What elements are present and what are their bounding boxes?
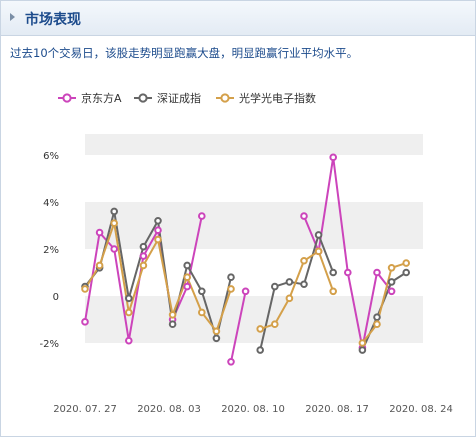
data-point xyxy=(329,287,338,296)
series-line xyxy=(259,233,335,351)
data-point xyxy=(227,273,235,281)
data-point xyxy=(271,320,279,328)
y-tick-label: 2% xyxy=(43,245,59,256)
data-point xyxy=(154,226,162,234)
data-point xyxy=(256,325,265,333)
data-point xyxy=(285,278,294,286)
x-tick-label: 2020. 07. 27 xyxy=(53,404,117,415)
data-point xyxy=(139,242,148,251)
data-point xyxy=(198,287,206,296)
data-point xyxy=(183,273,191,281)
data-point xyxy=(183,282,191,291)
data-point xyxy=(227,358,235,366)
legend-marker xyxy=(220,93,230,103)
data-point xyxy=(154,235,162,244)
data-point xyxy=(329,153,338,162)
performance-summary: 过去10个交易日，该股走势明显跑赢大盘，明显跑赢行业平均水平。 xyxy=(10,46,359,60)
data-point xyxy=(110,245,118,253)
data-point xyxy=(95,261,104,270)
x-tick-label: 2020. 08. 24 xyxy=(389,404,453,415)
data-point xyxy=(81,285,89,293)
x-tick-label: 2020. 08. 17 xyxy=(305,404,369,415)
x-tick-label: 2020. 08. 10 xyxy=(221,404,285,415)
data-point xyxy=(358,346,367,354)
data-point xyxy=(241,287,250,296)
grid-band xyxy=(85,202,423,249)
series-line xyxy=(230,291,247,363)
data-point xyxy=(110,219,118,227)
data-point xyxy=(139,261,148,270)
data-point xyxy=(373,320,381,328)
data-point xyxy=(227,285,235,293)
triangle-bullet-icon xyxy=(10,13,15,21)
x-tick-label: 2020. 08. 03 xyxy=(137,404,201,415)
data-point xyxy=(285,294,294,303)
data-point xyxy=(402,268,411,277)
data-point xyxy=(168,320,177,328)
data-point xyxy=(125,336,133,345)
data-point xyxy=(125,308,133,317)
data-point xyxy=(183,261,191,270)
legend-label: 光学光电子指数 xyxy=(239,91,316,105)
data-point xyxy=(212,334,221,343)
panel-title: 市场表现 xyxy=(25,12,81,28)
data-point xyxy=(329,268,338,277)
data-point xyxy=(125,294,133,303)
grid-band xyxy=(85,134,423,155)
series-line xyxy=(361,262,407,344)
data-point xyxy=(139,252,148,260)
data-point xyxy=(154,217,162,225)
data-point xyxy=(373,313,381,321)
data-point xyxy=(358,339,367,347)
y-tick-label: 6% xyxy=(43,151,59,162)
legend-label: 京东方A xyxy=(81,91,122,105)
grid-band xyxy=(85,296,423,343)
data-point xyxy=(95,228,104,237)
data-point xyxy=(387,264,396,272)
data-point xyxy=(344,268,352,277)
data-point xyxy=(168,311,177,319)
data-point xyxy=(110,207,118,216)
data-point xyxy=(212,327,221,336)
data-point xyxy=(256,346,265,354)
data-point xyxy=(300,280,308,289)
y-tick-label: 0 xyxy=(53,292,59,303)
data-point xyxy=(198,308,206,317)
data-point xyxy=(373,268,381,277)
legend-marker xyxy=(62,93,72,103)
data-point xyxy=(314,247,323,256)
legend-marker xyxy=(138,93,148,103)
legend-label: 深证成指 xyxy=(157,91,201,105)
data-point xyxy=(81,318,89,326)
data-point xyxy=(314,231,323,239)
data-point xyxy=(198,212,206,220)
y-tick-label: -2% xyxy=(40,339,59,350)
data-point xyxy=(300,256,308,265)
y-tick-label: 4% xyxy=(43,198,59,209)
panel-header: 市场表现 xyxy=(1,1,475,36)
data-point xyxy=(402,259,411,267)
line-chart: 6% 4% 2% 0 -2% 2020. 07. 27 2020. 08. 03 2020. … xyxy=(40,91,453,415)
data-point xyxy=(271,282,279,291)
data-point xyxy=(300,212,308,220)
data-point xyxy=(387,278,396,286)
data-point xyxy=(387,287,396,296)
